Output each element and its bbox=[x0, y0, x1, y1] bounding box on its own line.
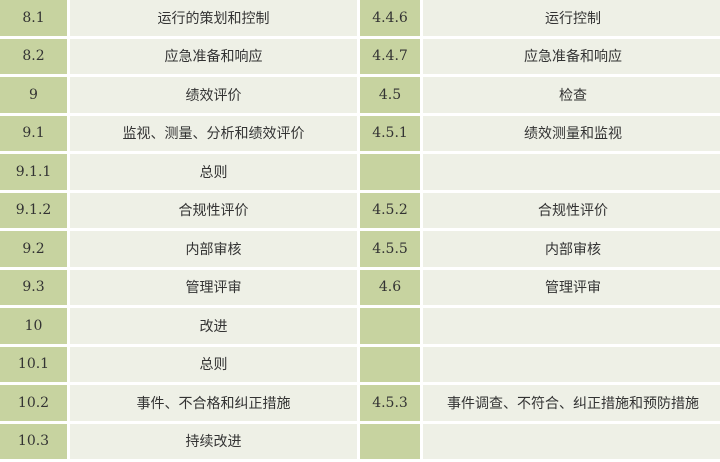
right-clause-number bbox=[360, 154, 420, 190]
right-clause-title: 内部审核 bbox=[423, 231, 720, 267]
left-clause-title: 监视、测量、分析和绩效评价 bbox=[70, 115, 357, 151]
left-clause-number: 9.3 bbox=[0, 269, 67, 305]
left-clause-number: 8.1 bbox=[0, 0, 67, 36]
left-clause-number: 8.2 bbox=[0, 38, 67, 74]
left-clause-number: 9 bbox=[0, 77, 67, 113]
left-clause-title: 应急准备和响应 bbox=[70, 38, 357, 74]
left-clause-title: 绩效评价 bbox=[70, 77, 357, 113]
left-clause-number: 10 bbox=[0, 308, 67, 344]
left-clause-number: 9.2 bbox=[0, 231, 67, 267]
table-row: 8.1 运行的策划和控制 4.4.6 运行控制 bbox=[0, 0, 720, 36]
table-row: 9.1 监视、测量、分析和绩效评价 4.5.1 绩效测量和监视 bbox=[0, 115, 720, 151]
right-clause-title bbox=[423, 423, 720, 459]
table-row: 9.1.2 合规性评价 4.5.2 合规性评价 bbox=[0, 192, 720, 228]
right-clause-number: 4.5.3 bbox=[360, 385, 420, 421]
table-row: 10 改进 bbox=[0, 308, 720, 344]
left-clause-number: 9.1.2 bbox=[0, 192, 67, 228]
left-clause-title: 总则 bbox=[70, 346, 357, 382]
right-clause-number bbox=[360, 308, 420, 344]
table-row: 9.3 管理评审 4.6 管理评审 bbox=[0, 269, 720, 305]
left-clause-number: 10.2 bbox=[0, 385, 67, 421]
left-clause-title: 总则 bbox=[70, 154, 357, 190]
table-row: 9.2 内部审核 4.5.5 内部审核 bbox=[0, 231, 720, 267]
right-clause-title: 合规性评价 bbox=[423, 192, 720, 228]
left-clause-number: 10.1 bbox=[0, 346, 67, 382]
left-clause-title: 合规性评价 bbox=[70, 192, 357, 228]
right-clause-number: 4.5.1 bbox=[360, 115, 420, 151]
table-row: 9 绩效评价 4.5 检查 bbox=[0, 77, 720, 113]
right-clause-number: 4.5 bbox=[360, 77, 420, 113]
right-clause-title: 检查 bbox=[423, 77, 720, 113]
left-clause-title: 事件、不合格和纠正措施 bbox=[70, 385, 357, 421]
right-clause-title bbox=[423, 346, 720, 382]
table-row: 10.2 事件、不合格和纠正措施 4.5.3 事件调查、不符合、纠正措施和预防措施 bbox=[0, 385, 720, 421]
right-clause-title: 绩效测量和监视 bbox=[423, 115, 720, 151]
right-clause-number: 4.5.5 bbox=[360, 231, 420, 267]
right-clause-number: 4.5.2 bbox=[360, 192, 420, 228]
right-clause-title bbox=[423, 154, 720, 190]
right-clause-number: 4.6 bbox=[360, 269, 420, 305]
right-clause-title: 应急准备和响应 bbox=[423, 38, 720, 74]
right-clause-number: 4.4.7 bbox=[360, 38, 420, 74]
left-clause-number: 10.3 bbox=[0, 423, 67, 459]
right-clause-title: 事件调查、不符合、纠正措施和预防措施 bbox=[423, 385, 720, 421]
right-clause-number bbox=[360, 423, 420, 459]
left-clause-title: 改进 bbox=[70, 308, 357, 344]
left-clause-title: 持续改进 bbox=[70, 423, 357, 459]
left-clause-number: 9.1.1 bbox=[0, 154, 67, 190]
right-clause-title: 运行控制 bbox=[423, 0, 720, 36]
table-row: 10.3 持续改进 bbox=[0, 423, 720, 459]
left-clause-title: 内部审核 bbox=[70, 231, 357, 267]
left-clause-title: 运行的策划和控制 bbox=[70, 0, 357, 36]
table-row: 9.1.1 总则 bbox=[0, 154, 720, 190]
right-clause-number bbox=[360, 346, 420, 382]
right-clause-title: 管理评审 bbox=[423, 269, 720, 305]
right-clause-number: 4.4.6 bbox=[360, 0, 420, 36]
table-row: 10.1 总则 bbox=[0, 346, 720, 382]
table-row: 8.2 应急准备和响应 4.4.7 应急准备和响应 bbox=[0, 38, 720, 74]
left-clause-number: 9.1 bbox=[0, 115, 67, 151]
left-clause-title: 管理评审 bbox=[70, 269, 357, 305]
right-clause-title bbox=[423, 308, 720, 344]
